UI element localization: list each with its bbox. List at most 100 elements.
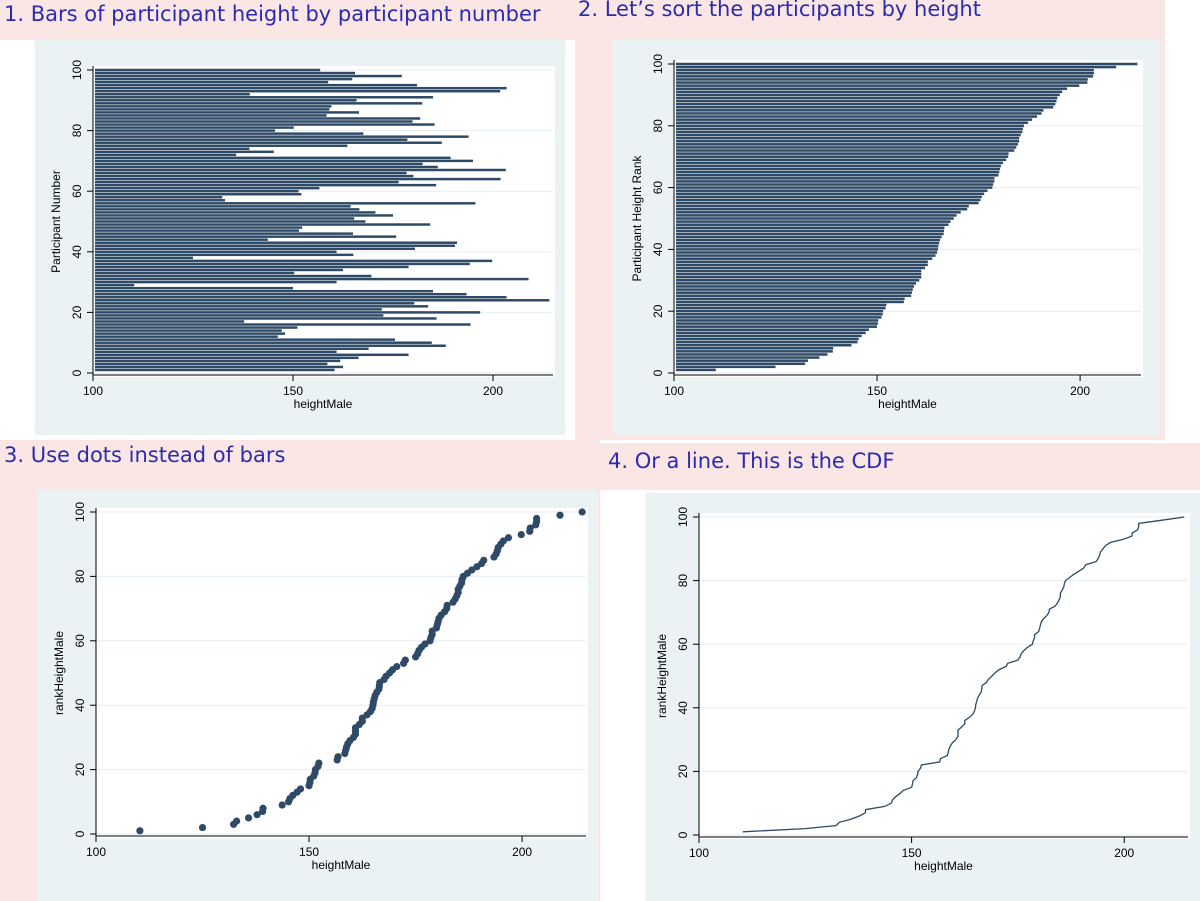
bar bbox=[95, 80, 329, 84]
x-tick-label: 100 bbox=[689, 846, 709, 860]
x-tick-label: 150 bbox=[867, 384, 887, 398]
bar bbox=[95, 165, 438, 169]
bar bbox=[95, 277, 529, 281]
bar bbox=[95, 217, 355, 220]
bar bbox=[676, 282, 917, 285]
bar bbox=[676, 124, 1025, 128]
scatter-point bbox=[401, 656, 409, 664]
bar bbox=[676, 328, 869, 332]
bar bbox=[95, 114, 327, 117]
bar bbox=[95, 308, 382, 311]
bar bbox=[676, 362, 806, 365]
bar bbox=[676, 204, 969, 208]
bar bbox=[95, 274, 372, 278]
x-tick-label: 200 bbox=[1114, 846, 1134, 860]
bar bbox=[95, 286, 293, 290]
x-axis-label: heightMale bbox=[294, 397, 353, 411]
bar bbox=[676, 343, 852, 347]
y-tick-label: 60 bbox=[70, 184, 84, 198]
bar bbox=[95, 314, 384, 317]
bar bbox=[95, 244, 455, 247]
bar bbox=[676, 365, 776, 369]
bar bbox=[676, 78, 1088, 81]
bar bbox=[676, 319, 879, 322]
bar bbox=[676, 115, 1038, 118]
bar bbox=[95, 250, 337, 254]
bar bbox=[676, 152, 1009, 155]
bar bbox=[95, 138, 408, 141]
panel-3: 0 20 40 60 80 100 100 150 200 heightMale rankHeigh… bbox=[38, 490, 598, 901]
bar bbox=[676, 127, 1023, 131]
scatter-point bbox=[556, 511, 564, 519]
bar bbox=[676, 177, 995, 180]
bar bbox=[676, 223, 949, 226]
bar bbox=[95, 368, 335, 372]
bar bbox=[95, 223, 431, 226]
bar bbox=[95, 117, 421, 120]
bar bbox=[676, 121, 1029, 124]
y-tick-label: 0 bbox=[70, 369, 84, 376]
y-tick-label: 100 bbox=[73, 502, 87, 522]
bar bbox=[95, 71, 355, 75]
bar bbox=[95, 192, 302, 196]
bar bbox=[95, 299, 550, 302]
scatter-point bbox=[233, 817, 241, 825]
bar bbox=[95, 159, 473, 163]
bar bbox=[95, 247, 415, 251]
bar bbox=[95, 183, 437, 187]
bar bbox=[676, 260, 928, 264]
y-tick-label: 100 bbox=[676, 507, 690, 527]
scatter-point bbox=[334, 753, 342, 761]
x-axis-label: heightMale bbox=[878, 397, 937, 411]
y-tick-label: 40 bbox=[651, 242, 665, 256]
bar bbox=[676, 192, 985, 196]
bar bbox=[95, 86, 507, 90]
scatter-point bbox=[136, 827, 144, 835]
scatter-point bbox=[526, 524, 534, 532]
bar bbox=[676, 207, 968, 211]
bar bbox=[676, 90, 1063, 94]
heading-panel-2: 2. Let’s sort the participants by height bbox=[578, 0, 981, 21]
bar bbox=[676, 279, 920, 282]
bar bbox=[676, 269, 922, 273]
bar bbox=[95, 229, 299, 232]
bar bbox=[676, 143, 1018, 146]
bar bbox=[676, 340, 858, 344]
bar bbox=[95, 289, 433, 293]
bar bbox=[676, 136, 1020, 140]
y-tick-label: 80 bbox=[676, 574, 690, 588]
bar bbox=[95, 317, 437, 320]
x-axis-label: heightMale bbox=[312, 858, 371, 872]
scatter-point bbox=[278, 801, 286, 809]
bar bbox=[676, 84, 1080, 87]
bar bbox=[676, 266, 925, 270]
bar bbox=[95, 196, 223, 199]
bar bbox=[676, 275, 922, 279]
bar bbox=[676, 272, 922, 276]
bar bbox=[95, 132, 364, 135]
plot-area bbox=[699, 513, 1190, 839]
y-tick-label: 0 bbox=[73, 830, 87, 837]
chart-1: 0 20 40 60 80 100 100 150 200 heightMale Participa… bbox=[49, 60, 555, 411]
bar bbox=[676, 149, 1015, 152]
bar bbox=[676, 189, 988, 192]
bar bbox=[95, 147, 250, 151]
bar bbox=[95, 238, 268, 241]
y-axis-label: Participant Number bbox=[49, 170, 63, 273]
bar bbox=[676, 146, 1017, 149]
bar bbox=[95, 150, 274, 154]
bar bbox=[676, 331, 866, 335]
bar bbox=[676, 316, 882, 319]
bar bbox=[676, 263, 928, 267]
bar bbox=[95, 99, 357, 102]
scatter-point bbox=[296, 785, 305, 793]
top-left-band bbox=[0, 0, 580, 40]
y-tick-label: 20 bbox=[676, 764, 690, 778]
bar bbox=[95, 168, 506, 172]
bar bbox=[95, 335, 278, 338]
bar bbox=[95, 350, 337, 354]
bar bbox=[95, 208, 360, 211]
x-tick-label: 100 bbox=[664, 384, 684, 398]
bar bbox=[95, 144, 348, 147]
chart-4: 0 20 40 60 80 100 100 150 200 heightMale rankHeigh… bbox=[655, 507, 1190, 873]
